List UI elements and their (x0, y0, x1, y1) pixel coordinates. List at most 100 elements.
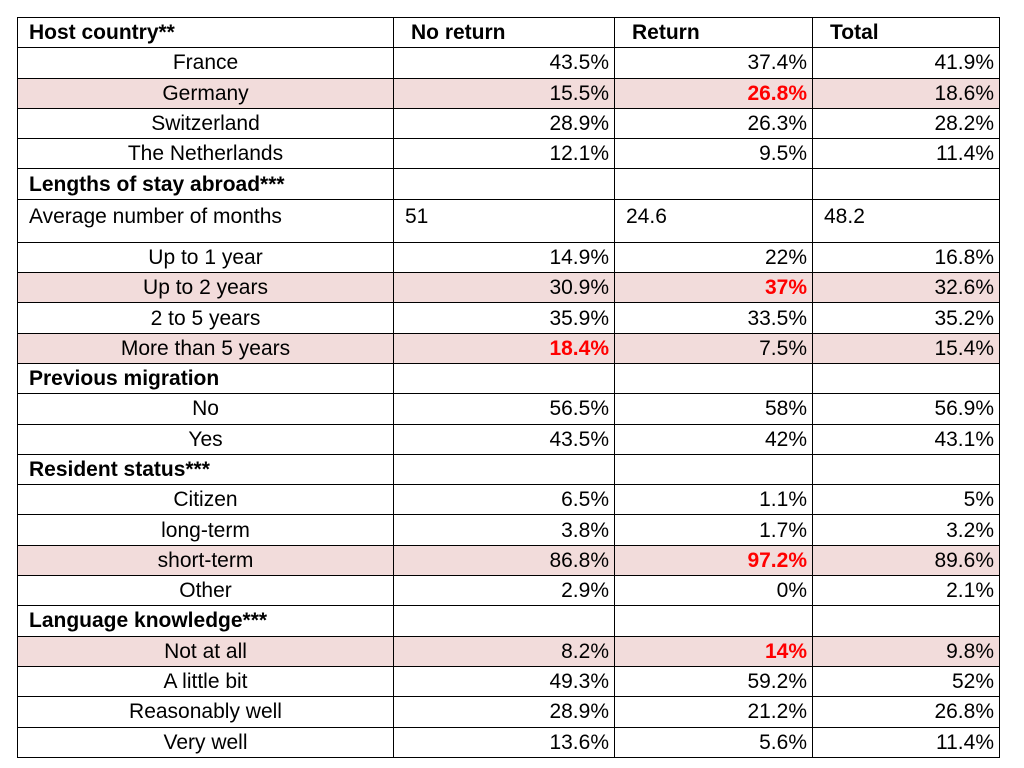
row-label: France (17, 47, 394, 79)
cell-total: 35.2% (812, 302, 1000, 334)
table-row: More than 5 years 18.4% 7.5% 15.4% (17, 332, 1000, 364)
empty-cell (812, 605, 1000, 637)
cell-no-return: 35.9% (393, 302, 615, 334)
empty-cell (614, 605, 813, 637)
row-label: More than 5 years (17, 332, 394, 364)
empty-cell (812, 168, 1000, 200)
cell-no-return: 43.5% (393, 423, 615, 455)
section-label: Resident status*** (17, 453, 394, 486)
data-table: Host country** No return Return Total Fr… (17, 16, 1000, 758)
header-no-return: No return (393, 16, 615, 49)
cell-no-return: 3.8% (393, 514, 615, 546)
empty-cell (812, 453, 1000, 486)
table-row: Reasonably well 28.9% 21.2% 26.8% (17, 696, 1000, 728)
cell-no-return: 28.9% (393, 107, 615, 140)
section-label: Previous migration (17, 362, 394, 395)
cell-return: 26.3% (614, 107, 813, 140)
row-label: No (17, 393, 394, 425)
cell-no-return: 56.5% (393, 393, 615, 425)
cell-no-return: 14.9% (393, 241, 615, 274)
section-row: Previous migration (17, 362, 1000, 395)
cell-total: 5% (812, 484, 1000, 516)
section-row: Resident status*** (17, 453, 1000, 486)
row-label: 2 to 5 years (17, 302, 394, 334)
header-return: Return (614, 16, 813, 49)
table-row: Not at all 8.2% 14% 9.8% (17, 635, 1000, 667)
table-row: Yes 43.5% 42% 43.1% (17, 423, 1000, 455)
row-label: Citizen (17, 484, 394, 516)
section-row: Lengths of stay abroad*** (17, 168, 1000, 200)
cell-no-return: 2.9% (393, 575, 615, 607)
cell-return: 37.4% (614, 47, 813, 79)
table-row: long-term 3.8% 1.7% 3.2% (17, 514, 1000, 546)
cell-total: 89.6% (812, 544, 1000, 577)
section-label: Lengths of stay abroad*** (17, 168, 394, 200)
cell-return: 26.8% (614, 77, 813, 109)
table-row: No 56.5% 58% 56.9% (17, 393, 1000, 425)
cell-return: 21.2% (614, 696, 813, 728)
cell-no-return: 8.2% (393, 635, 615, 667)
table-row: Up to 2 years 30.9% 37% 32.6% (17, 272, 1000, 304)
cell-total: 3.2% (812, 514, 1000, 546)
table-row: France 43.5% 37.4% 41.9% (17, 47, 1000, 79)
row-label: Other (17, 575, 394, 607)
table-row: Germany 15.5% 26.8% 18.6% (17, 77, 1000, 109)
empty-cell (393, 362, 615, 395)
table-row: Citizen 6.5% 1.1% 5% (17, 484, 1000, 516)
row-label: long-term (17, 514, 394, 546)
row-label: Yes (17, 423, 394, 455)
table-row: Other 2.9% 0% 2.1% (17, 575, 1000, 607)
cell-total: 9.8% (812, 635, 1000, 667)
row-label: The Netherlands (17, 138, 394, 170)
average-row: Average number of months 51 24.6 48.2 (17, 198, 1000, 243)
table-row: Very well 13.6% 5.6% 11.4% (17, 726, 1000, 758)
table-row: Up to 1 year 14.9% 22% 16.8% (17, 241, 1000, 274)
cell-no-return: 6.5% (393, 484, 615, 516)
row-label: short-term (17, 544, 394, 577)
row-label: Up to 1 year (17, 241, 394, 274)
row-label: Reasonably well (17, 696, 394, 728)
empty-cell (393, 453, 615, 486)
cell-return: 0% (614, 575, 813, 607)
cell-return: 1.1% (614, 484, 813, 516)
cell-no-return: 86.8% (393, 544, 615, 577)
cell-no-return: 43.5% (393, 47, 615, 79)
row-label: Germany (17, 77, 394, 109)
cell-return: 33.5% (614, 302, 813, 334)
cell-total: 11.4% (812, 726, 1000, 758)
empty-cell (614, 362, 813, 395)
cell-no-return: 13.6% (393, 726, 615, 758)
table-row: Switzerland 28.9% 26.3% 28.2% (17, 107, 1000, 140)
row-label: Switzerland (17, 107, 394, 140)
cell-total: 15.4% (812, 332, 1000, 364)
empty-cell (614, 453, 813, 486)
cell-total: 26.8% (812, 696, 1000, 728)
cell-return: 1.7% (614, 514, 813, 546)
cell-no-return: 51 (393, 198, 615, 243)
row-label: Very well (17, 726, 394, 758)
cell-return: 5.6% (614, 726, 813, 758)
cell-return: 22% (614, 241, 813, 274)
cell-return: 7.5% (614, 332, 813, 364)
cell-return: 37% (614, 272, 813, 304)
cell-return: 97.2% (614, 544, 813, 577)
row-label: A little bit (17, 665, 394, 698)
cell-total: 52% (812, 665, 1000, 698)
empty-cell (393, 168, 615, 200)
cell-no-return: 49.3% (393, 665, 615, 698)
cell-no-return: 30.9% (393, 272, 615, 304)
cell-total: 16.8% (812, 241, 1000, 274)
header-host-country: Host country** (17, 16, 394, 49)
cell-total: 2.1% (812, 575, 1000, 607)
cell-no-return: 28.9% (393, 696, 615, 728)
table-container: Host country** No return Return Total Fr… (17, 16, 1000, 758)
section-row: Language knowledge*** (17, 605, 1000, 637)
table-row: 2 to 5 years 35.9% 33.5% 35.2% (17, 302, 1000, 334)
empty-cell (812, 362, 1000, 395)
cell-total: 18.6% (812, 77, 1000, 109)
cell-return: 14% (614, 635, 813, 667)
cell-return: 59.2% (614, 665, 813, 698)
row-label: Up to 2 years (17, 272, 394, 304)
cell-return: 9.5% (614, 138, 813, 170)
row-label: Not at all (17, 635, 394, 667)
